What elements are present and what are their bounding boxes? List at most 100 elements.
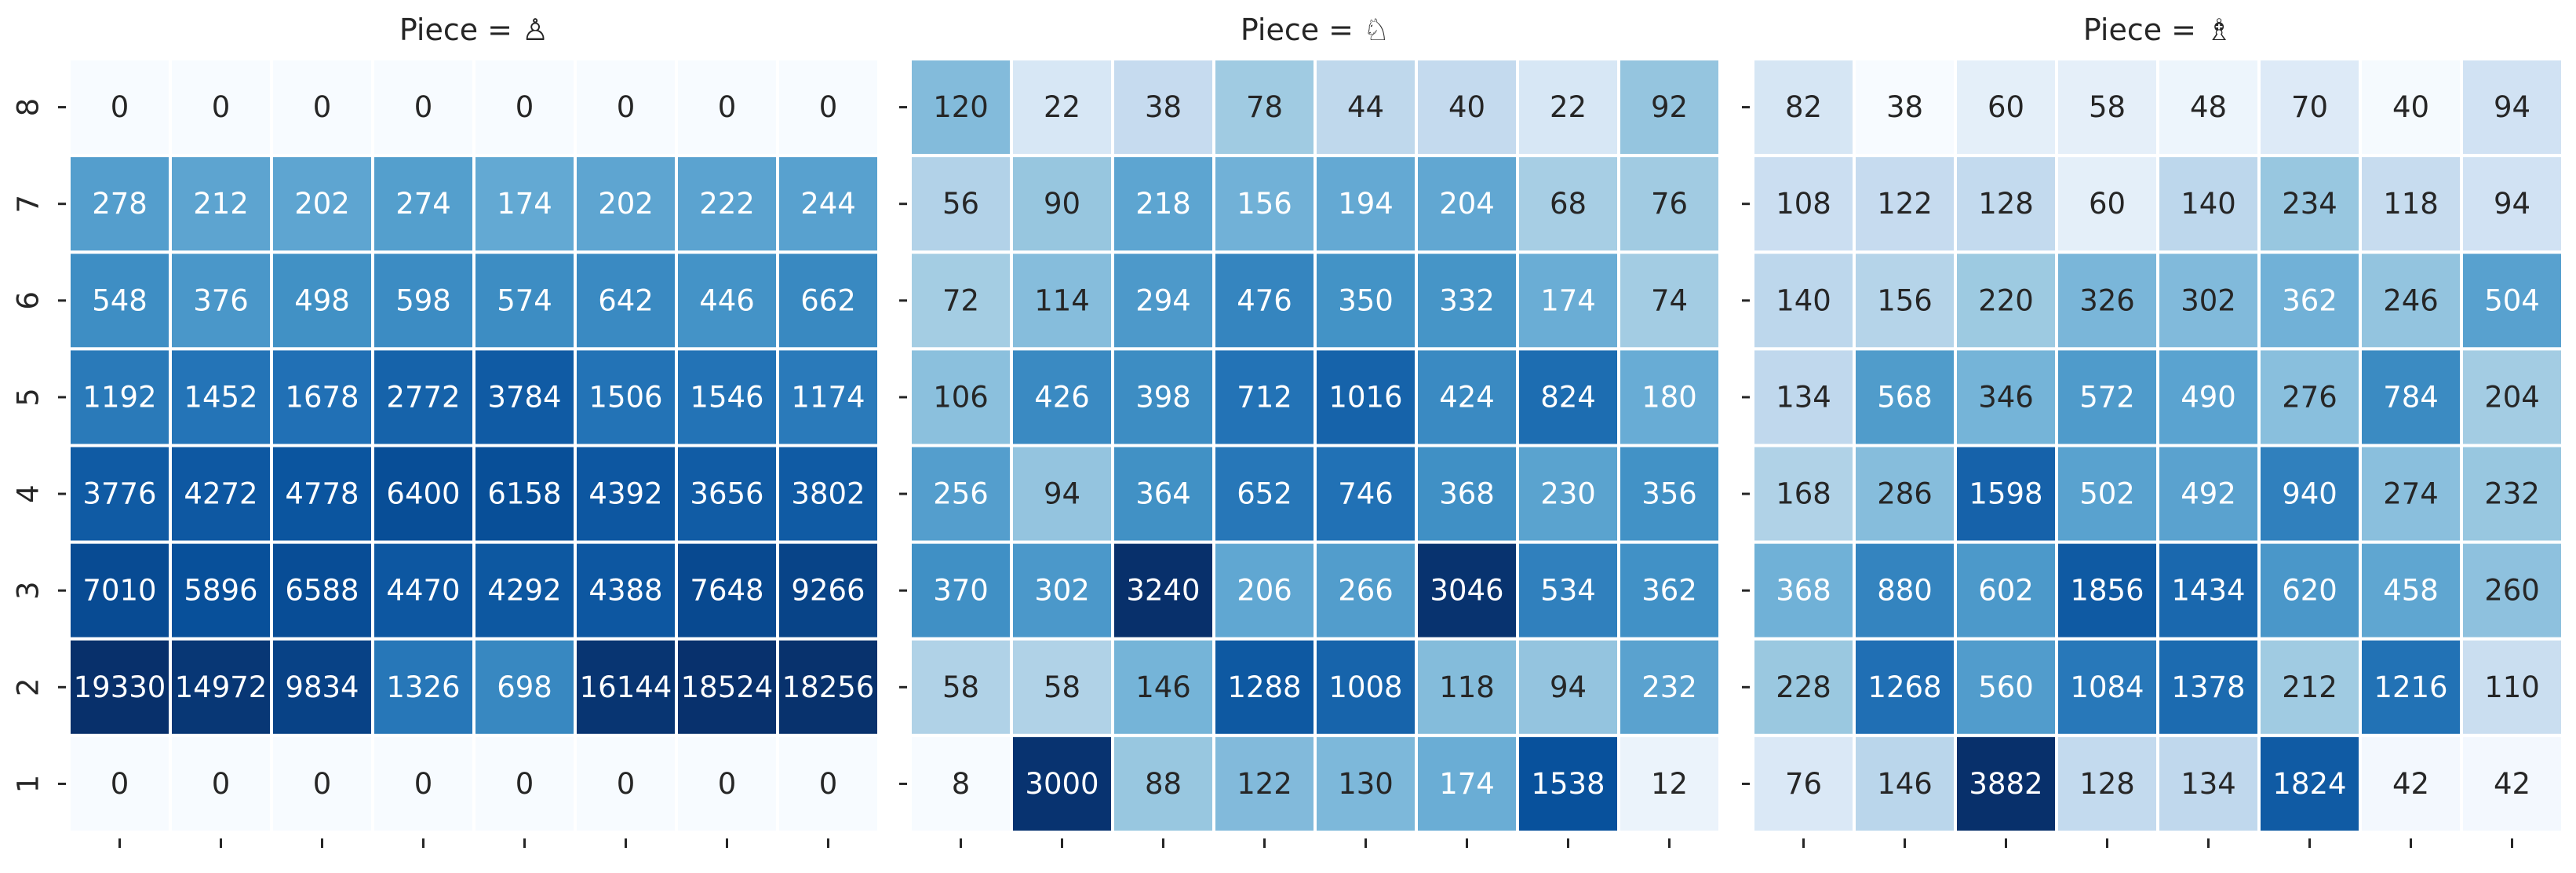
heatmap-cell [1111,540,1215,641]
heatmap-cell [169,733,273,834]
y-tick-label: 4 [12,484,46,503]
cell-label: 2772 [386,380,460,414]
cell-label: 76 [1651,187,1688,221]
heatmap-cell [2257,444,2362,544]
heatmap-cell [472,637,577,737]
cell-label: 398 [1135,380,1191,414]
cell-label: 60 [1988,90,2024,124]
cell-label: 246 [2383,283,2439,317]
heatmap-cell [1010,444,1114,544]
cell-label: 202 [598,187,654,221]
cell-label: 88 [1145,767,1182,801]
heatmap-cell [2460,733,2564,834]
cell-label: 1326 [386,670,460,704]
heatmap-cell [675,540,779,641]
cell-label: 286 [1877,477,1933,511]
cell-label: 4470 [386,574,460,608]
cell-label: 1008 [1328,670,1402,704]
cell-label: 326 [2079,283,2135,317]
cell-label: 94 [1044,477,1080,511]
cell-label: 3046 [1430,574,1503,608]
heatmap-cell [270,444,374,544]
heatmap-cell [1314,57,1418,158]
cell-label: 602 [1978,574,2034,608]
cell-label: 0 [617,90,636,124]
cell-label: 22 [1044,90,1080,124]
cell-label: 4388 [588,574,662,608]
cell-label: 244 [800,187,856,221]
cell-label: 4392 [588,477,662,511]
heatmap-cell [1415,347,1519,447]
cell-label: 260 [2484,574,2540,608]
cell-label: 204 [2484,380,2540,414]
cell-label: 1268 [1867,670,1941,704]
heatmap-cell [1314,444,1418,544]
heatmap-cell [1010,347,1114,447]
cell-label: 446 [699,283,755,317]
cell-label: 9266 [791,574,865,608]
heatmap-cell [67,347,172,447]
cell-label: 60 [2089,187,2126,221]
cell-label: 204 [1439,187,1495,221]
cell-label: 1084 [2070,670,2144,704]
cell-label: 122 [1237,767,1292,801]
cell-label: 134 [2181,767,2236,801]
heatmap-cell [472,444,577,544]
cell-label: 356 [1641,477,1697,511]
heatmap-cell [574,733,678,834]
cell-label: 194 [1338,187,1394,221]
cell-label: 156 [1877,283,1933,317]
cell-label: 0 [516,90,534,124]
cell-label: 662 [800,283,856,317]
cell-label: 0 [718,90,737,124]
heatmap-cell [1751,733,1856,834]
heatmap-cell [1415,733,1519,834]
cell-label: 0 [718,767,737,801]
panel-title: Piece = ♘ [1241,13,1390,47]
cell-label: 74 [1651,283,1688,317]
heatmap-cell [1751,444,1856,544]
heatmap-cell [1751,637,1856,737]
cell-label: 642 [598,283,654,317]
cell-label: 40 [1448,90,1485,124]
cell-label: 1546 [690,380,763,414]
cell-label: 76 [1785,767,1822,801]
cell-label: 212 [2282,670,2337,704]
heatmap-cell [1516,444,1620,544]
y-tick-label: 7 [12,195,46,214]
cell-label: 3784 [487,380,561,414]
cell-label: 94 [2494,90,2530,124]
cell-label: 368 [1776,574,1831,608]
heatmap-cell [2359,444,2463,544]
cell-label: 232 [1641,670,1697,704]
heatmap-cell [1415,540,1519,641]
cell-label: 38 [1145,90,1182,124]
y-tick-label: 2 [12,678,46,697]
cell-label: 18256 [782,670,875,704]
cell-label: 4778 [285,477,359,511]
heatmap-cell [1617,154,1722,254]
heatmap-cell [1751,57,1856,158]
heatmap-cell [1415,250,1519,351]
heatmap-cell [1954,733,2058,834]
heatmap-cell [574,347,678,447]
heatmap-cell [1314,347,1418,447]
heatmap-cell [2359,347,2463,447]
cell-label: 0 [212,767,231,801]
heatmap-cell [2055,154,2159,254]
cell-label: 598 [395,283,451,317]
y-tick-label: 1 [12,775,46,794]
cell-label: 68 [1550,187,1587,221]
heatmap-cell [1516,637,1620,737]
cell-label: 234 [2282,187,2337,221]
cell-label: 232 [2484,477,2540,511]
cell-label: 332 [1439,283,1495,317]
heatmap-cell [1314,250,1418,351]
cell-label: 108 [1776,187,1831,221]
heatmap-cell [67,637,172,737]
cell-label: 274 [2383,477,2439,511]
cell-label: 120 [933,90,989,124]
cell-label: 0 [313,90,332,124]
cell-label: 128 [2079,767,2135,801]
